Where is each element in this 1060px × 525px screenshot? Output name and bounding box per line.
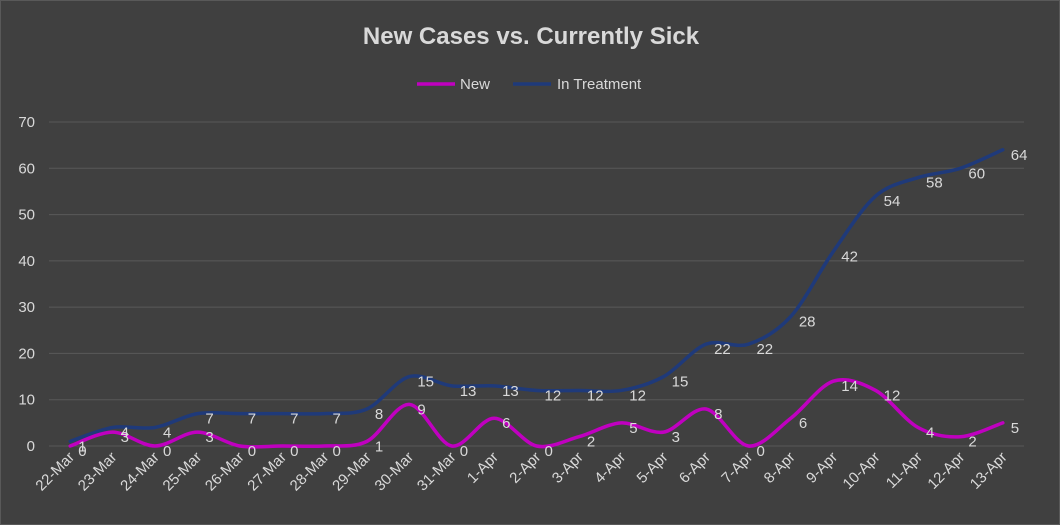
data-label-new: 0: [460, 443, 468, 460]
data-label-in-treatment: 54: [884, 193, 901, 210]
x-tick-label: 13-Apr: [967, 449, 1011, 493]
data-label-new: 2: [587, 434, 595, 451]
x-tick-label: 7-Apr: [718, 449, 756, 487]
data-label-new: 8: [714, 406, 722, 423]
data-label-in-treatment: 12: [587, 387, 604, 404]
data-label-new: 1: [375, 438, 383, 455]
x-tick-label: 6-Apr: [676, 449, 714, 487]
data-label-in-treatment: 58: [926, 175, 943, 192]
y-tick-label: 10: [18, 392, 35, 409]
data-label-in-treatment: 1: [78, 438, 86, 455]
data-label-new: 3: [672, 429, 680, 446]
data-label-new: 6: [502, 415, 510, 432]
data-label-in-treatment: 7: [205, 411, 213, 428]
data-label-in-treatment: 7: [290, 411, 298, 428]
x-tick-label: 2-Apr: [506, 449, 544, 487]
data-label-new: 6: [799, 415, 807, 432]
x-tick-label: 30-Mar: [372, 449, 418, 495]
x-tick-label: 31-Mar: [414, 449, 460, 495]
x-tick-label: 8-Apr: [761, 449, 799, 487]
y-tick-label: 60: [18, 160, 35, 177]
x-tick-label: 9-Apr: [803, 449, 841, 487]
data-label-new: 3: [205, 429, 213, 446]
data-label-in-treatment: 22: [714, 341, 731, 358]
data-label-in-treatment: 28: [799, 313, 816, 330]
data-label-in-treatment: 13: [460, 383, 477, 400]
y-tick-label: 30: [18, 299, 35, 316]
data-label-in-treatment: 15: [672, 374, 689, 391]
data-label-in-treatment: 12: [545, 387, 562, 404]
data-label-new: 0: [756, 443, 764, 460]
series-line-new: [68, 377, 1005, 449]
data-label-new: 2: [968, 434, 976, 451]
data-label-in-treatment: 22: [756, 341, 773, 358]
x-tick-label: 5-Apr: [634, 449, 672, 487]
data-label-new: 0: [333, 443, 341, 460]
data-label-in-treatment: 60: [968, 165, 985, 182]
data-label-in-treatment: 8: [375, 406, 383, 423]
legend: New In Treatment: [417, 76, 642, 93]
data-label-in-treatment: 4: [163, 424, 171, 441]
data-label-new: 9: [417, 401, 425, 418]
data-label-new: 5: [629, 420, 637, 437]
y-tick-label: 70: [18, 114, 35, 131]
legend-label-in-treatment: In Treatment: [557, 76, 642, 93]
data-label-in-treatment: 64: [1011, 147, 1028, 164]
x-tick-label: 3-Apr: [549, 449, 587, 487]
x-tick-label: 11-Apr: [883, 449, 926, 492]
x-tick-label: 12-Apr: [924, 449, 968, 493]
y-tick-label: 20: [18, 345, 35, 362]
data-label-new: 3: [121, 429, 129, 446]
data-label-in-treatment: 7: [333, 411, 341, 428]
data-label-in-treatment: 7: [248, 411, 256, 428]
data-label-new: 14: [841, 378, 858, 395]
series-line-in-treatment: [68, 148, 1005, 444]
data-label-in-treatment: 42: [841, 249, 858, 266]
series-lines: [68, 148, 1005, 449]
data-label-new: 0: [163, 443, 171, 460]
y-tick-label: 50: [18, 207, 35, 224]
x-tick-label: 10-Apr: [840, 449, 884, 493]
data-label-in-treatment: 4: [121, 424, 129, 441]
y-axis: 0 10 20 30 40 50 60 70: [18, 114, 35, 455]
data-label-in-treatment: 12: [629, 387, 646, 404]
x-axis: 22-Mar23-Mar24-Mar25-Mar26-Mar27-Mar28-M…: [32, 449, 1010, 495]
data-label-new: 0: [545, 443, 553, 460]
x-tick-label: 26-Mar: [202, 449, 248, 495]
data-label-new: 0: [290, 443, 298, 460]
data-label-in-treatment: 15: [417, 374, 434, 391]
data-label-in-treatment: 13: [502, 383, 519, 400]
x-tick-label: 24-Mar: [117, 449, 163, 495]
data-label-new: 0: [78, 443, 86, 460]
gridlines: [49, 121, 1024, 447]
y-tick-label: 0: [27, 438, 35, 455]
data-label-new: 0: [248, 443, 256, 460]
data-label-new: 12: [884, 387, 901, 404]
data-label-new: 5: [1011, 420, 1019, 437]
x-tick-label: 1-Apr: [464, 449, 502, 487]
chart-title: New Cases vs. Currently Sick: [363, 23, 700, 50]
x-tick-label: 22-Mar: [32, 449, 78, 495]
y-tick-label: 40: [18, 253, 35, 270]
legend-label-new: New: [460, 76, 490, 93]
x-tick-label: 4-Apr: [591, 449, 629, 487]
data-label-new: 4: [926, 424, 934, 441]
